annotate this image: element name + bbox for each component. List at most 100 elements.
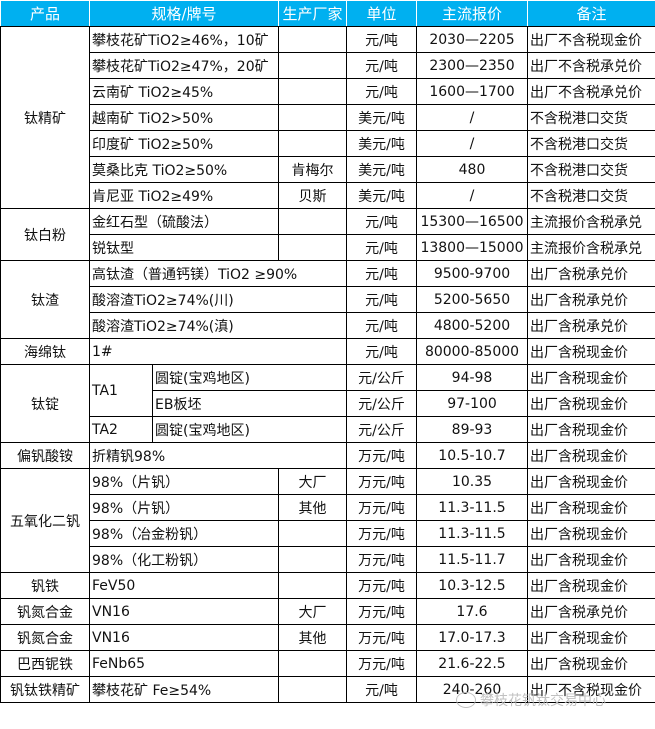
maker-cell: [278, 572, 347, 599]
header-row: 产品 规格/牌号 生产厂家 单位 主流报价 备注: [0, 0, 655, 27]
spec-cell: 98%（化工粉钒）: [89, 546, 279, 573]
price-cell: 21.6-22.5: [416, 650, 528, 677]
maker-cell: [278, 26, 347, 53]
spec-cell: 印度矿 TiO2≥50%: [89, 130, 279, 157]
table-row: 98%（冶金粉钒） 万元/吨 11.3-11.5 出厂含税现金价: [1, 520, 655, 547]
spec-cell: VN16: [89, 598, 279, 625]
price-cell: 13800—15000: [416, 234, 528, 261]
spec-cell: 圆锭(宝鸡地区): [152, 364, 347, 391]
table-row: 五氧化二钒 98%（片钒） 大厂 万元/吨 10.35 出厂含税现金价: [0, 468, 655, 573]
price-cell: /: [416, 130, 528, 157]
spec-cell: 金红石型（硫酸法）: [89, 208, 279, 235]
note-cell: 主流报价含税承兑: [527, 208, 655, 235]
spec-cell: 酸溶渣TiO2≥74%(滇): [89, 312, 347, 339]
unit-cell: 元/吨: [346, 208, 417, 235]
note-cell: 出厂含税现金价: [527, 520, 655, 547]
unit-cell: 万元/吨: [346, 442, 417, 469]
unit-cell: 万元/吨: [346, 650, 417, 677]
spec-cell: 圆锭(宝鸡地区): [152, 416, 347, 443]
spec-cell: 98%（冶金粉钒）: [89, 520, 279, 547]
unit-cell: 美元/吨: [346, 156, 417, 183]
price-cell: 11.3-11.5: [416, 494, 528, 521]
note-cell: 出厂含税承兑价: [527, 312, 655, 339]
maker-cell: [278, 650, 347, 677]
spec-cell: 攀枝花矿TiO2≥47%，20矿: [89, 52, 279, 79]
price-cell: 1600—1700: [416, 78, 528, 105]
maker-cell: [278, 208, 347, 235]
header-price: 主流报价: [416, 0, 528, 27]
price-cell: 97-100: [416, 390, 528, 417]
table-row: 海绵钛 1# 元/吨 80000-85000 出厂含税现金价: [0, 338, 655, 365]
product-cell: 钒氮合金: [0, 624, 90, 651]
unit-cell: 万元/吨: [346, 598, 417, 625]
product-cell: 钒钛铁精矿: [0, 676, 90, 703]
product-cell: 海绵钛: [0, 338, 90, 365]
note-cell: 出厂含税现金价: [527, 364, 655, 391]
unit-cell: 万元/吨: [346, 572, 417, 599]
unit-cell: 万元/吨: [346, 546, 417, 573]
table-row: 酸溶渣TiO2≥74%(川) 元/吨 5200-5650 出厂含税承兑价: [1, 286, 655, 313]
spec-cell: 肯尼亚 TiO2≥49%: [89, 182, 279, 209]
maker-cell: [278, 520, 347, 547]
note-cell: 主流报价含税承兑: [527, 234, 655, 261]
unit-cell: 元/吨: [346, 338, 417, 365]
unit-cell: 元/吨: [346, 26, 417, 53]
maker-cell: [278, 52, 347, 79]
note-cell: 出厂含税现金价: [527, 572, 655, 599]
product-cell: 巴西铌铁: [0, 650, 90, 677]
header-spec: 规格/牌号: [89, 0, 279, 27]
note-cell: 不含税港口交货: [527, 182, 655, 209]
maker-cell: [278, 104, 347, 131]
table-row: 钒氮合金 VN16 大厂 万元/吨 17.6 出厂含税承兑价: [0, 598, 655, 625]
table-row: 云南矿 TiO2≥45% 元/吨 1600—1700 出厂不含税承兑价: [1, 78, 655, 105]
table-row: 98%（片钒） 其他 万元/吨 11.3-11.5 出厂含税现金价: [1, 494, 655, 521]
table-row: 钒铁 FeV50 万元/吨 10.3-12.5 出厂含税现金价: [0, 572, 655, 599]
spec-cell: 越南矿 TiO2>50%: [89, 104, 279, 131]
table-row: 钛渣 高钛渣（普通钙镁）TiO2 ≥90% 元/吨 9500-9700 出厂含税承兑价: [0, 260, 655, 339]
table-row: EB板坯 元/公斤 97-100 出厂含税现金价: [1, 390, 655, 417]
unit-cell: 万元/吨: [346, 624, 417, 651]
product-cell: 钛锭: [0, 364, 90, 443]
table-body: 钛精矿 攀枝花矿TiO2≥46%，10矿 元/吨 2030—2205 出厂不含税现金价攀…: [0, 26, 655, 703]
price-cell: /: [416, 104, 528, 131]
table-row: 印度矿 TiO2≥50% 美元/吨 / 不含税港口交货: [1, 130, 655, 157]
table-row: 钛精矿 攀枝花矿TiO2≥46%，10矿 元/吨 2030—2205 出厂不含税现金价: [0, 26, 655, 209]
price-cell: 4800-5200: [416, 312, 528, 339]
spec-cell: 酸溶渣TiO2≥74%(川): [89, 286, 347, 313]
product-cell: 钛渣: [0, 260, 90, 339]
note-cell: 出厂含税现金价: [527, 442, 655, 469]
table-row: 钒钛铁精矿 攀枝花矿 Fe≥54% 元/吨 240-260 出厂不含税现金价: [0, 676, 655, 703]
unit-cell: 元/公斤: [346, 390, 417, 417]
header-maker: 生产厂家: [278, 0, 347, 27]
note-cell: 出厂含税现金价: [527, 338, 655, 365]
spec-cell: 高钛渣（普通钙镁）TiO2 ≥90%: [89, 260, 347, 287]
unit-cell: 元/吨: [346, 286, 417, 313]
note-cell: 出厂含税现金价: [527, 546, 655, 573]
maker-cell: [278, 546, 347, 573]
table-row: TA2 圆锭(宝鸡地区) 元/公斤 89-93 出厂含税现金价: [1, 416, 655, 443]
unit-cell: 元/吨: [346, 676, 417, 703]
price-cell: 2030—2205: [416, 26, 528, 53]
grade-cell: TA1: [89, 364, 153, 417]
price-cell: 5200-5650: [416, 286, 528, 313]
price-cell: 11.5-11.7: [416, 546, 528, 573]
spec-cell: FeNb65: [89, 650, 279, 677]
price-table: 产品 规格/牌号 生产厂家 单位 主流报价 备注 钛精矿 攀枝花矿TiO2≥46%…: [0, 0, 655, 703]
product-cell: 钛白粉: [0, 208, 90, 261]
unit-cell: 元/吨: [346, 260, 417, 287]
product-cell: 钒铁: [0, 572, 90, 599]
table-row: 巴西铌铁 FeNb65 万元/吨 21.6-22.5 出厂含税现金价: [0, 650, 655, 677]
product-cell: 钛精矿: [0, 26, 90, 209]
spec-cell: 1#: [89, 338, 347, 365]
unit-cell: 元/吨: [346, 312, 417, 339]
price-cell: 10.35: [416, 468, 528, 495]
grade-cell: TA2: [89, 416, 153, 443]
price-cell: 9500-9700: [416, 260, 528, 287]
price-cell: 89-93: [416, 416, 528, 443]
unit-cell: 元/公斤: [346, 364, 417, 391]
note-cell: 出厂含税现金价: [527, 416, 655, 443]
note-cell: 出厂不含税现金价: [527, 676, 655, 703]
spec-cell: FeV50: [89, 572, 279, 599]
maker-cell: [278, 234, 347, 261]
price-cell: 94-98: [416, 364, 528, 391]
